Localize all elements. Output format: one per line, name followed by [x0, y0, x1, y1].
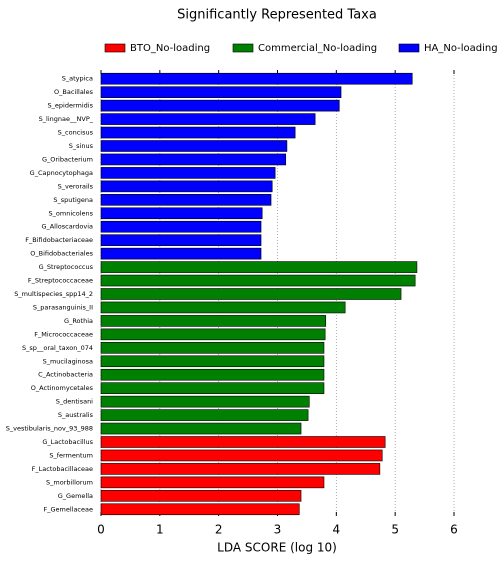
bar: [100, 355, 325, 368]
y-tick-label: G_Oribacterium: [42, 155, 93, 163]
y-tick-label: G_Alloscardovia: [41, 223, 93, 231]
bar: [100, 99, 340, 112]
y-tick-label: F_Micrococcaceae: [34, 330, 93, 338]
bar: [100, 288, 402, 300]
bar: [100, 463, 381, 475]
bar: [100, 274, 416, 287]
y-tick-label: O_Bacillales: [54, 88, 94, 96]
bar: [100, 368, 325, 381]
legend-swatch: [232, 43, 254, 53]
legend-label: Commercial_No-loading: [258, 43, 377, 54]
y-tick-label: S_vestibularis_nov_93_988: [6, 425, 93, 433]
bar: [100, 86, 342, 98]
y-tick-label: S_mucilaginosa: [43, 357, 93, 365]
y-tick-label: F_Bifidobacteriaceae: [25, 236, 93, 244]
y-tick-label: F_Lactobacillaceae: [32, 465, 93, 473]
y-tick-label: F_Streptococcaceae: [28, 277, 93, 285]
y-tick-label: S_atypica: [62, 75, 93, 83]
y-tick-label: G_Lactobacillus: [42, 438, 93, 446]
bar: [100, 342, 325, 354]
y-tick-label: S_fermentum: [49, 451, 93, 459]
legend-label: BTO_No-loading: [130, 43, 210, 54]
y-tick-label: S_omnicolens: [49, 209, 94, 217]
y-tick-label: C_Actinobacteria: [38, 371, 93, 379]
y-tick-label: S_sp__oral_taxon_074: [22, 344, 93, 352]
bar: [100, 476, 325, 489]
y-tick-label: S_epidermidis: [48, 102, 94, 110]
bar: [100, 153, 287, 166]
bar: [100, 490, 302, 502]
bar: [100, 301, 346, 314]
x-tick-label: 0: [97, 523, 105, 537]
bar: [100, 194, 272, 206]
bar: [100, 422, 302, 435]
y-tick-label: G_Streptococcus: [39, 263, 94, 271]
x-tick-label: 6: [450, 523, 458, 537]
chart-title: Significantly Represented Taxa: [177, 8, 377, 23]
x-tick-label: 4: [333, 523, 341, 537]
bar: [100, 315, 327, 327]
y-tick-label: G_Gemella: [58, 492, 93, 500]
bar: [100, 113, 316, 125]
y-tick-label: S_concisus: [58, 129, 94, 137]
y-tick-label: S_sputigena: [53, 196, 93, 204]
bar: [100, 72, 413, 85]
bar: [100, 328, 326, 341]
y-tick-label: O_Actinomycetales: [31, 384, 94, 392]
bar: [100, 409, 309, 421]
x-tick-label: 1: [156, 523, 164, 537]
bar: [100, 395, 310, 408]
legend-swatch: [104, 43, 126, 53]
bar: [100, 167, 276, 179]
bar: [100, 382, 325, 394]
bar: [100, 247, 262, 260]
legend-label: HA_No-loading: [424, 43, 498, 54]
y-tick-label: S_lingnae__NVP_: [39, 115, 94, 123]
x-tick-label: 2: [215, 523, 223, 537]
x-tick-label: 3: [274, 523, 282, 537]
bar: [100, 207, 263, 220]
bar: [100, 449, 383, 462]
x-tick-label: 5: [391, 523, 399, 537]
y-tick-label: G_Capnocytophaga: [30, 169, 93, 177]
bar: [100, 180, 273, 193]
y-tick-label: S_sinus: [69, 142, 94, 150]
y-tick-label: G_Rothia: [64, 317, 93, 325]
y-tick-label: F_Gemellaceae: [43, 505, 93, 513]
bar: [100, 126, 296, 139]
y-tick-label: S_multispecies_spp14_2: [14, 290, 93, 298]
bar: [100, 234, 262, 246]
y-tick-label: S_dentisani: [56, 398, 93, 406]
bar: [100, 261, 418, 273]
legend-swatch: [398, 43, 420, 53]
bar: [100, 436, 386, 448]
y-tick-label: O_Bifidobacteriales: [30, 250, 93, 258]
y-tick-label: S_australis: [58, 411, 94, 419]
y-tick-label: S_parasanguinis_II: [33, 303, 93, 311]
bar: [100, 220, 262, 233]
bar: [100, 140, 288, 152]
y-tick-label: S_verorails: [58, 182, 94, 190]
bar: [100, 503, 300, 516]
y-tick-label: S_morbillorum: [46, 478, 93, 486]
x-axis-label: LDA SCORE (log 10): [217, 541, 337, 555]
